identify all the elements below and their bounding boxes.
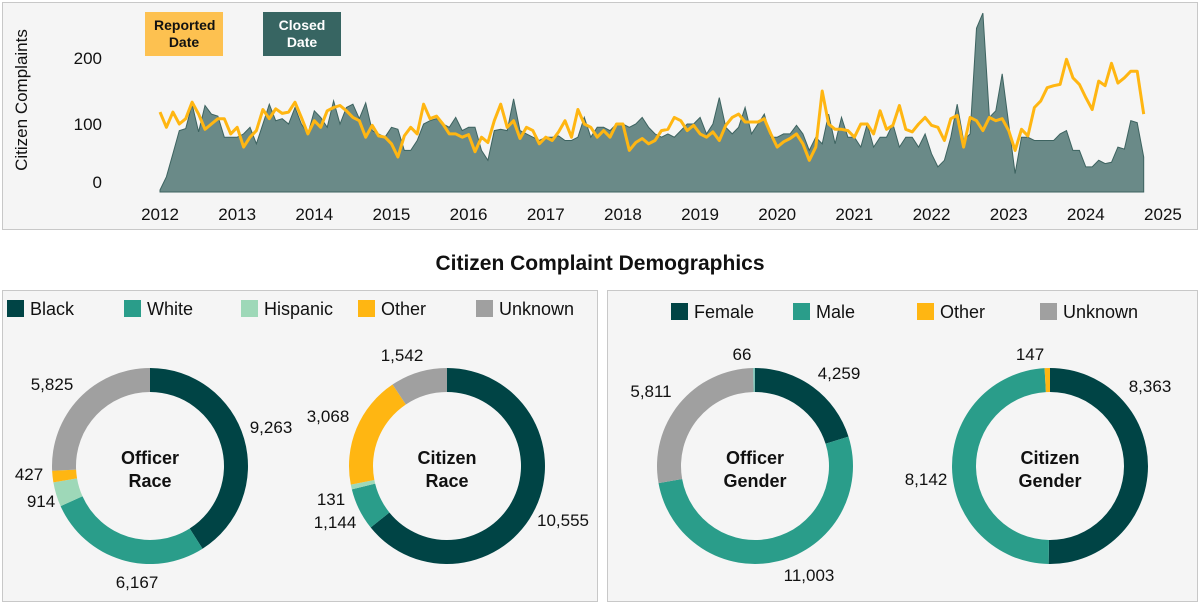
donut-title-line: Officer — [725, 448, 785, 468]
donut-value-label: 131 — [316, 490, 346, 509]
donut-slice-female — [755, 368, 849, 444]
donut-value-label: 6,167 — [115, 573, 159, 592]
donut-slice-unlabeled — [753, 368, 755, 393]
page-title: Citizen Complaint Demographics — [435, 252, 765, 275]
donut-value-label: 1,144 — [313, 513, 357, 532]
donut-center-title: Officer Race — [90, 447, 210, 493]
gender-legend-swatch — [671, 303, 688, 320]
race-legend-swatch — [124, 300, 141, 317]
x-tick-label: 2021 — [835, 205, 873, 224]
gender-legend-label: Male — [816, 302, 856, 322]
donut-title-line: Gender — [1018, 471, 1082, 491]
race-legend-swatch — [358, 300, 375, 317]
gender-legend-swatch — [917, 303, 934, 320]
donut-center-title: Officer Gender — [695, 447, 815, 493]
x-tick-label: 2020 — [758, 205, 796, 224]
donut-slice-male — [658, 436, 853, 565]
donut-value-label: 4,259 — [817, 364, 861, 383]
x-tick-label: 2016 — [450, 205, 488, 224]
donut-title-line: Race — [425, 471, 469, 491]
gender-legend-swatch — [1040, 303, 1057, 320]
donut-value-label: 9,263 — [249, 418, 293, 437]
legend-reported-date: Reported Date — [145, 12, 223, 56]
donut-slice-other — [348, 384, 406, 485]
donut-slice-unknown — [52, 368, 151, 471]
donut-value-label: 147 — [1015, 345, 1045, 364]
donut-slice-female — [1048, 368, 1148, 564]
legend-closed-date: Closed Date — [263, 12, 341, 56]
donut-value-label: 914 — [26, 492, 56, 511]
race-legend-swatch — [241, 300, 258, 317]
y-tick-label: 0 — [93, 173, 102, 192]
gender-legend-label: Female — [694, 302, 755, 322]
donut-slice-other — [1044, 368, 1050, 393]
race-legend-label: Black — [30, 299, 75, 319]
donut-title-line: Officer — [120, 448, 180, 468]
legend-closed-label: Closed Date — [278, 17, 326, 50]
donut-slice-black — [150, 368, 248, 549]
donut-value-label: 8,142 — [904, 470, 948, 489]
donut-slice-other — [52, 469, 78, 483]
donut-value-label: 66 — [732, 345, 752, 364]
x-tick-label: 2018 — [604, 205, 642, 224]
race-legend-label: Unknown — [499, 299, 575, 319]
donut-value-label: 10,555 — [537, 511, 589, 530]
x-tick-label: 2019 — [681, 205, 719, 224]
donut-slice-male — [951, 368, 1049, 564]
donut-title-line: Citizen — [1020, 448, 1080, 468]
x-tick-label: 2024 — [1067, 205, 1105, 224]
donut-title-line: Citizen — [417, 448, 477, 468]
race-legend-label: White — [147, 299, 194, 319]
donut-slice-unknown — [657, 368, 754, 484]
race-legend-label: Other — [381, 299, 427, 319]
race-legend-swatch — [476, 300, 493, 317]
legend-reported-label: Reported Date — [154, 17, 216, 50]
donut-slice-hispanic — [350, 480, 376, 490]
donut-slice-white — [351, 483, 390, 528]
y-tick-label: 100 — [74, 115, 102, 134]
donut-value-label: 8,363 — [1128, 377, 1172, 396]
y-tick-label: 200 — [74, 49, 102, 68]
complaints-timeline-chart: 2012 2013 2014 2015 2016 2017 2018 2019 2020 2021… — [74, 12, 1182, 224]
gender-legend-swatch — [793, 303, 810, 320]
donut-center-title: Citizen Race — [387, 447, 507, 493]
gender-legend-label: Other — [940, 302, 986, 322]
gender-legend-label: Unknown — [1063, 302, 1139, 322]
donut-slice-unknown — [392, 368, 447, 405]
donut-slice-white — [60, 496, 203, 564]
x-tick-label: 2014 — [295, 205, 333, 224]
x-tick-label: 2025 — [1144, 205, 1182, 224]
x-tick-label: 2022 — [913, 205, 951, 224]
donut-center-title: Citizen Gender — [990, 447, 1110, 493]
donut-value-label: 3,068 — [306, 407, 350, 426]
x-tick-label: 2013 — [218, 205, 256, 224]
donut-value-label: 11,003 — [783, 566, 835, 585]
race-legend-label: Hispanic — [264, 299, 334, 319]
donut-value-label: 427 — [14, 465, 44, 484]
x-tick-label: 2015 — [373, 205, 411, 224]
race-legend-swatch — [7, 300, 24, 317]
reported-date-line — [158, 57, 1146, 162]
x-tick-label: 2017 — [527, 205, 565, 224]
donut-title-line: Race — [128, 471, 172, 491]
donut-title-line: Gender — [723, 471, 787, 491]
donut-value-label: 1,542 — [380, 346, 424, 365]
x-tick-label: 2012 — [141, 205, 179, 224]
donut-slice-hispanic — [53, 478, 83, 507]
donut-value-label: 5,825 — [30, 375, 74, 394]
donut-value-label: 5,811 — [630, 382, 672, 401]
x-tick-label: 2023 — [990, 205, 1028, 224]
